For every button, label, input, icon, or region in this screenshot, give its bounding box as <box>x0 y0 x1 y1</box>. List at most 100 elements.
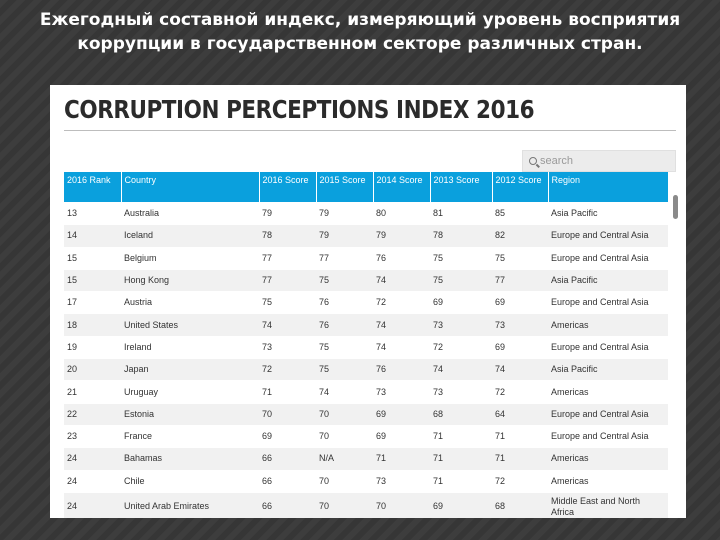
table-row[interactable]: 23 France 69 70 69 71 71 Europe and Central Asi… <box>64 424 668 448</box>
cell-rank: 23 <box>64 424 121 448</box>
table-row[interactable]: 21 Uruguay 71 74 73 73 72 Americas <box>64 380 668 404</box>
scrollbar-thumb[interactable] <box>673 195 678 219</box>
table-header-row: 2016 Rank Country 2016 Score 2015 Score … <box>64 172 669 203</box>
cell-2016-score: 66 <box>259 491 316 518</box>
cell-region: Asia Pacific <box>548 358 668 381</box>
cell-region: Asia Pacific <box>548 268 668 292</box>
column-header-2012-score[interactable]: 2012 Score <box>492 172 549 203</box>
cell-2015-score: 70 <box>316 424 373 448</box>
column-header-2013-score[interactable]: 2013 Score <box>430 172 493 203</box>
table-row[interactable]: 13 Australia 79 79 80 81 85 Asia Pacific <box>64 201 668 225</box>
cell-country: France <box>121 424 259 448</box>
cell-2012-score: 85 <box>492 201 548 225</box>
cell-2014-score: 74 <box>373 313 430 337</box>
cell-2014-score: 80 <box>373 201 430 225</box>
column-header-2015-score[interactable]: 2015 Score <box>316 172 374 203</box>
cell-region: Americas <box>548 380 668 404</box>
cell-region: Europe and Central Asia <box>548 335 668 359</box>
cell-2014-score: 69 <box>373 424 430 448</box>
search-input[interactable] <box>540 155 660 167</box>
cell-region: Europe and Central Asia <box>548 402 668 426</box>
cell-rank: 21 <box>64 380 121 404</box>
cell-rank: 24 <box>64 447 121 471</box>
cell-2012-score: 72 <box>492 380 548 404</box>
cell-2013-score: 75 <box>430 246 492 270</box>
cell-2012-score: 71 <box>492 424 548 448</box>
cell-2016-score: 66 <box>259 447 316 471</box>
table-row[interactable]: 15 Hong Kong 77 75 74 75 77 Asia Pacific <box>64 268 668 292</box>
cell-2014-score: 73 <box>373 469 430 493</box>
cell-country: Austria <box>121 291 259 314</box>
cell-rank: 19 <box>64 335 121 359</box>
cell-2013-score: 73 <box>430 380 492 404</box>
table-row[interactable]: 19 Ireland 73 75 74 72 69 Europe and Central As… <box>64 335 668 359</box>
cell-2013-score: 81 <box>430 201 492 225</box>
search-icon <box>529 157 537 165</box>
cell-2016-score: 74 <box>259 313 316 337</box>
cpi-table: 2016 Rank Country 2016 Score 2015 Score … <box>64 172 669 518</box>
cell-country: Ireland <box>121 335 259 359</box>
cell-2015-score: 74 <box>316 380 373 404</box>
cell-country: Australia <box>121 201 259 225</box>
cell-2016-score: 72 <box>259 358 316 381</box>
cell-2013-score: 78 <box>430 224 492 248</box>
cell-region: Asia Pacific <box>548 201 668 225</box>
cell-2016-score: 66 <box>259 469 316 493</box>
cell-2015-score: 75 <box>316 268 373 292</box>
cell-2015-score: 79 <box>316 201 373 225</box>
table-row[interactable]: 22 Estonia 70 70 69 68 64 Europe and Central As… <box>64 402 668 426</box>
cell-rank: 14 <box>64 224 121 248</box>
cell-2013-score: 75 <box>430 268 492 292</box>
cell-region: Americas <box>548 447 668 471</box>
cell-rank: 15 <box>64 268 121 292</box>
cell-2013-score: 74 <box>430 358 492 381</box>
column-header-rank[interactable]: 2016 Rank <box>64 172 122 203</box>
cell-2015-score: 75 <box>316 358 373 381</box>
cell-2012-score: 74 <box>492 358 548 381</box>
column-header-2016-score[interactable]: 2016 Score <box>259 172 317 203</box>
column-header-region[interactable]: Region <box>548 172 669 203</box>
cell-2013-score: 69 <box>430 291 492 314</box>
cell-2016-score: 77 <box>259 246 316 270</box>
slide-title: Ежегодный составной индекс, измеряющий у… <box>39 10 681 54</box>
cell-2016-score: 79 <box>259 201 316 225</box>
table-body: 13 Australia 79 79 80 81 85 Asia Pacific 14 Icela… <box>64 201 668 518</box>
table-row[interactable]: 14 Iceland 78 79 79 78 82 Europe and Central As… <box>64 224 668 248</box>
cell-country: Iceland <box>121 224 259 248</box>
cell-2014-score: 74 <box>373 335 430 359</box>
cell-2013-score: 71 <box>430 447 492 471</box>
cell-region: Americas <box>548 313 668 337</box>
cell-country: United Arab Emirates <box>121 491 259 518</box>
cell-rank: 24 <box>64 469 121 493</box>
table-row[interactable]: 17 Austria 75 76 72 69 69 Europe and Central As… <box>64 291 668 314</box>
cell-country: Chile <box>121 469 259 493</box>
cell-2012-score: 69 <box>492 291 548 314</box>
column-header-2014-score[interactable]: 2014 Score <box>373 172 431 203</box>
cell-2016-score: 70 <box>259 402 316 426</box>
cell-2012-score: 69 <box>492 335 548 359</box>
cell-2014-score: 70 <box>373 491 430 518</box>
cell-country: Japan <box>121 358 259 381</box>
table-row[interactable]: 18 United States 74 76 74 73 73 Americas <box>64 313 668 337</box>
cell-2012-score: 72 <box>492 469 548 493</box>
cell-2016-score: 71 <box>259 380 316 404</box>
cell-2015-score: 70 <box>316 402 373 426</box>
column-header-country[interactable]: Country <box>121 172 260 203</box>
cell-2012-score: 64 <box>492 402 548 426</box>
table-row[interactable]: 24 United Arab Emirates 66 70 70 69 68 Middle E… <box>64 491 668 518</box>
search-box[interactable] <box>522 150 676 172</box>
cell-2015-score: N/A <box>316 447 373 471</box>
cell-2012-score: 77 <box>492 268 548 292</box>
table-row[interactable]: 24 Bahamas 66 N/A 71 71 71 Americas <box>64 447 668 471</box>
table-row[interactable]: 20 Japan 72 75 76 74 74 Asia Pacific <box>64 358 668 381</box>
cell-region: Middle East and North Africa <box>548 491 668 518</box>
cell-2012-score: 75 <box>492 246 548 270</box>
cell-2012-score: 68 <box>492 491 548 518</box>
cell-2014-score: 79 <box>373 224 430 248</box>
cell-country: Estonia <box>121 402 259 426</box>
cell-2012-score: 73 <box>492 313 548 337</box>
table-row[interactable]: 15 Belgium 77 77 76 75 75 Europe and Central As… <box>64 246 668 270</box>
table-row[interactable]: 24 Chile 66 70 73 71 72 Americas <box>64 469 668 493</box>
cell-2016-score: 73 <box>259 335 316 359</box>
cell-2014-score: 69 <box>373 402 430 426</box>
